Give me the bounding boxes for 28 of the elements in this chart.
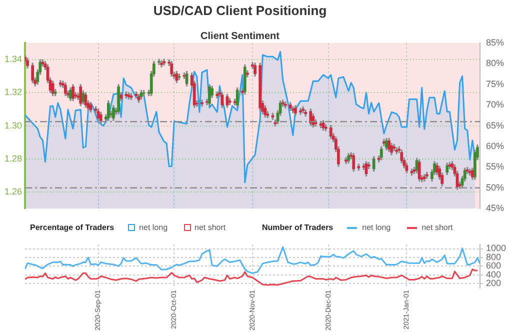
y2-tick-label: 800	[486, 252, 502, 262]
y2-tick-label: 50%	[486, 182, 504, 192]
y-tick-label: 1.34	[4, 54, 22, 64]
legend-title: Percentage of Traders	[30, 223, 114, 232]
legend-title: Number of Traders	[262, 223, 334, 232]
y-tick-label: 1.28	[4, 153, 22, 164]
y2-tick-label: 45%	[486, 203, 504, 214]
y2-tick-label: 70%	[486, 100, 504, 110]
y2-tick-label: 65%	[486, 120, 504, 130]
legend-label: net long	[139, 223, 168, 232]
legend-label: net short	[422, 223, 453, 232]
legend-label: net long	[362, 223, 391, 232]
chart-title: USD/CAD Client Positioning	[152, 3, 328, 18]
y2-tick-label: 60%	[486, 140, 504, 151]
y2-tick-label: 1000	[486, 243, 506, 254]
legend-label: net short	[194, 223, 226, 232]
y-tick-label: 1.32	[4, 87, 22, 98]
y2-tick-label: 200	[486, 278, 502, 288]
y-tick-label: 1.26	[4, 186, 22, 197]
y2-tick-label: 400	[486, 269, 502, 280]
y2-tick-label: 80%	[486, 58, 504, 68]
y2-tick-label: 85%	[486, 37, 504, 48]
y-tick-label: 1.30	[4, 120, 22, 130]
candlestick	[158, 58, 160, 66]
y2-tick-label: 75%	[486, 78, 504, 89]
y2-tick-label: 55%	[486, 162, 504, 172]
y2-tick-label: 600	[486, 260, 502, 271]
chart-subtitle: Client Sentiment	[200, 31, 280, 42]
